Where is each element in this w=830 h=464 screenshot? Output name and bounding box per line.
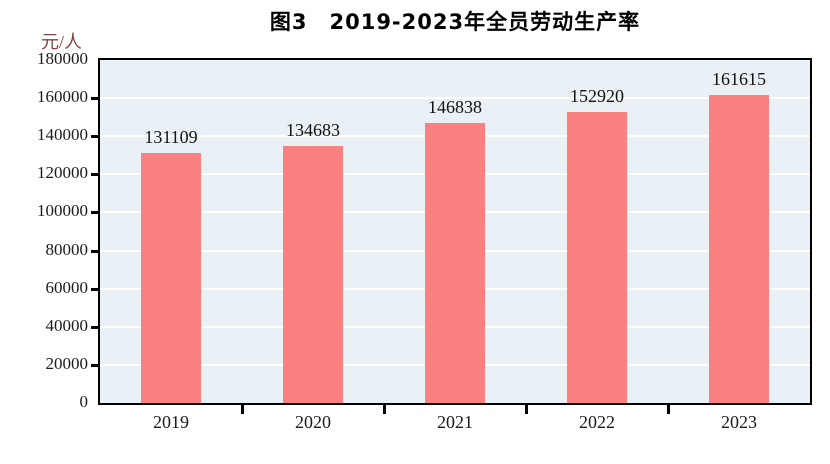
x-tick-mark [667, 405, 670, 414]
y-tick-mark [91, 249, 98, 253]
y-tick-label: 180000 [37, 49, 88, 68]
y-tick-label: 100000 [37, 201, 88, 221]
x-tick-label: 2021 [437, 412, 473, 432]
y-tick-mark [91, 363, 98, 367]
gridline [100, 97, 810, 100]
x-tick-label: 2023 [721, 412, 757, 432]
y-tick-label: 80000 [45, 239, 89, 259]
bar-value-label: 161615 [712, 69, 766, 90]
y-tick-mark [91, 135, 98, 139]
y-tick-mark [91, 287, 98, 291]
bar-value-label: 131109 [144, 127, 198, 148]
x-tick-label: 2019 [153, 412, 189, 432]
chart-title: 图3 2019-2023年全员劳动生产率 [269, 10, 641, 34]
bar-2020 [283, 146, 343, 403]
y-axis-unit-label: 元/人 [40, 32, 82, 52]
x-tick-label: 2022 [579, 412, 615, 432]
plot-area [98, 58, 812, 405]
bar-value-label: 146838 [428, 97, 482, 118]
bar-2023 [709, 95, 769, 403]
x-tick-label: 2020 [295, 412, 331, 432]
y-tick-mark [91, 211, 98, 215]
y-tick-label: 20000 [45, 353, 89, 373]
y-tick-label: 120000 [37, 163, 88, 183]
y-tick-label: 60000 [45, 277, 89, 297]
y-tick-mark [91, 325, 98, 329]
x-tick-mark [241, 405, 244, 414]
y-tick-label: 140000 [37, 125, 88, 145]
bar-2022 [567, 111, 627, 403]
y-tick-label: 0 [79, 392, 89, 411]
x-tick-mark [383, 405, 386, 414]
y-tick-label: 160000 [37, 87, 88, 107]
y-tick-mark [91, 97, 98, 101]
y-tick-label: 40000 [45, 315, 89, 335]
x-tick-mark [525, 405, 528, 414]
bar-2021 [425, 123, 485, 403]
bar-value-label: 152920 [570, 85, 624, 106]
bar-2019 [141, 153, 201, 403]
bar-value-label: 134683 [286, 120, 340, 141]
y-tick-mark [91, 173, 98, 177]
